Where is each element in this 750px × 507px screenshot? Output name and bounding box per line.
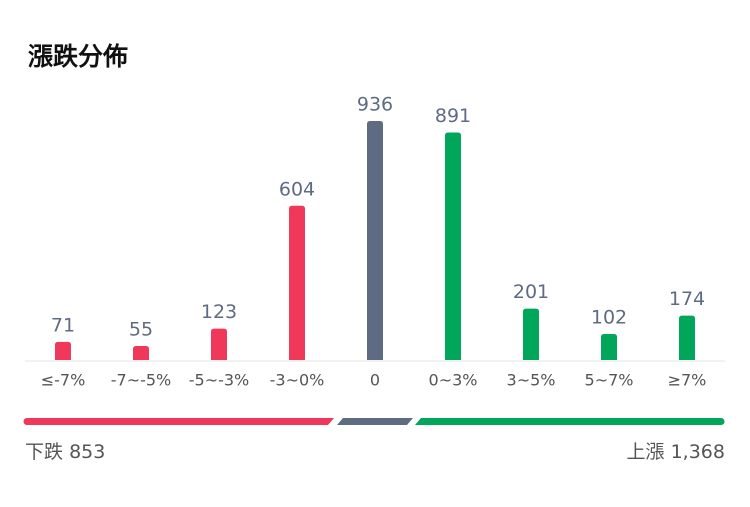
value-label: 174 [669, 288, 705, 310]
value-label: 71 [51, 314, 75, 336]
bar [211, 328, 227, 360]
x-tick-label: -5~-3% [189, 371, 250, 390]
down-segment [23, 418, 334, 425]
bar [445, 132, 461, 360]
flat-segment [337, 418, 413, 425]
up-label: 上漲 [627, 441, 665, 463]
bar [601, 333, 617, 360]
value-label: 936 [357, 94, 393, 116]
value-label: 891 [435, 105, 471, 127]
x-tick-label: 3~5% [507, 371, 556, 390]
x-tick-label: -3~0% [270, 371, 325, 390]
x-tick-label: ≤-7% [41, 371, 86, 390]
value-label: 123 [201, 301, 237, 323]
down-label: 下跌 [25, 441, 63, 463]
value-label: 201 [513, 281, 549, 303]
up-segment [415, 418, 725, 425]
x-tick-label: -7~-5% [111, 371, 172, 390]
up-summary: 上漲 1,368 [627, 441, 725, 463]
up-value: 1,368 [671, 441, 725, 463]
value-label: 604 [279, 178, 315, 200]
bar [289, 205, 305, 360]
x-tick-label: ≥7% [668, 371, 707, 390]
chart-title: 漲跌分佈 [28, 42, 128, 71]
bar [55, 341, 71, 360]
bar [367, 121, 383, 360]
value-label: 55 [129, 318, 153, 340]
down-value: 853 [69, 441, 105, 463]
down-summary: 下跌 853 [25, 441, 105, 463]
x-tick-label: 0 [370, 371, 380, 390]
value-label: 102 [591, 306, 627, 328]
bar [679, 315, 695, 360]
bar [523, 308, 539, 360]
x-tick-label: 0~3% [429, 371, 478, 390]
x-tick-label: 5~7% [585, 371, 634, 390]
bar [133, 345, 149, 360]
